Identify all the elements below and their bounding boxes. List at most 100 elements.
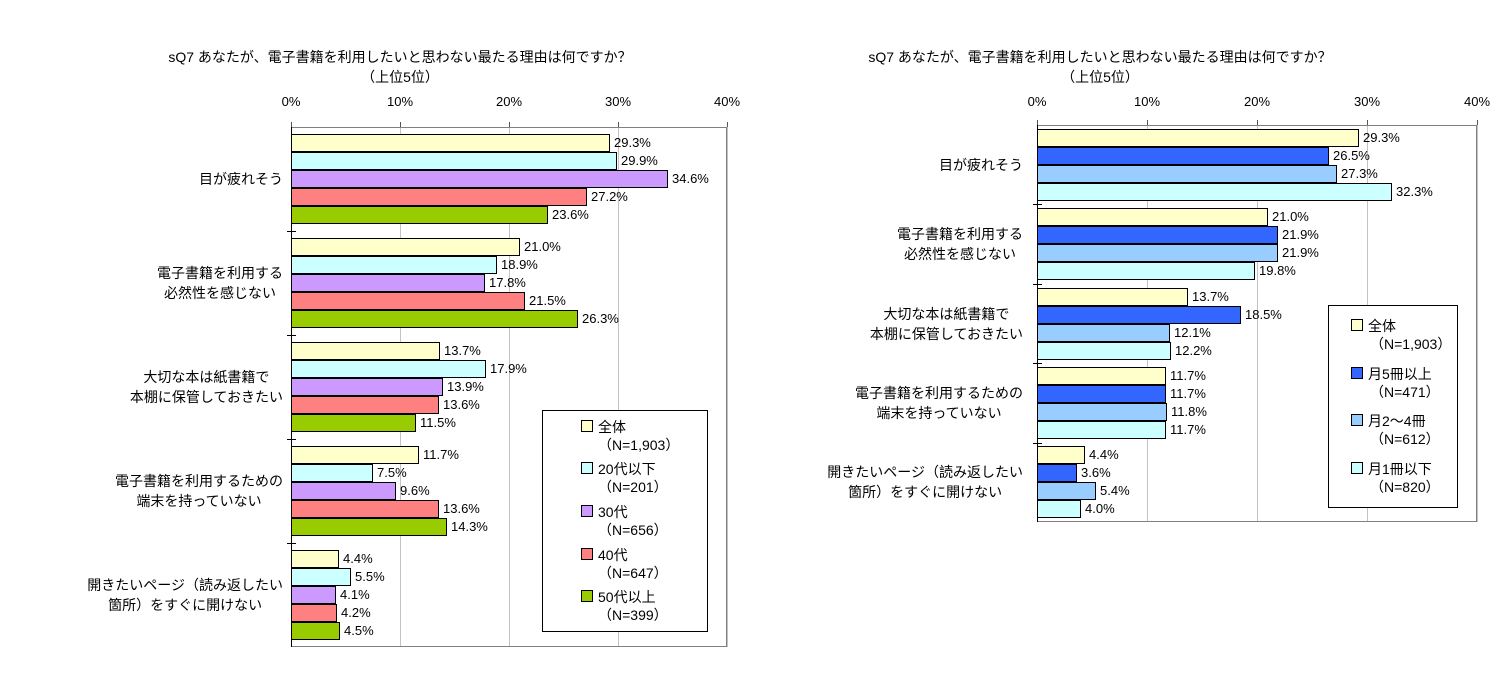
axis-tick-label: 0% (281, 94, 301, 109)
bar (291, 170, 668, 188)
legend: 全体 （N=1,903） 月5冊以上 （N=471） 月2～4冊 （N=612） 月1冊以下… (1328, 305, 1458, 508)
value-label: 4.5% (344, 623, 374, 638)
gridline (1257, 125, 1258, 522)
axis-tick-label: 10% (1133, 94, 1161, 109)
bar (1037, 421, 1166, 439)
legend-swatch (581, 462, 593, 475)
axis-tick-label: 20% (1243, 94, 1271, 109)
value-label: 26.3% (582, 311, 619, 326)
chart-by-age-group: sQ7 あなたが、電子書籍を利用したいと思わない最たる理由は何ですか？ （上位5… (87, 49, 740, 647)
legend-item: 月5冊以上 （N=471） (1351, 365, 1457, 401)
category-label-line: 開きたいページ（読み返したい (87, 577, 283, 593)
category-label-line: 大切な本は紙書籍で (143, 369, 270, 385)
category-label: 開きたいページ（読み返したい 箇所）をすぐに開けない (87, 575, 283, 615)
value-label: 17.8% (489, 275, 526, 290)
chart-title-line1: sQ7 あなたが、電子書籍を利用したいと思わない最たる理由は何ですか？ (168, 49, 632, 65)
value-label: 26.5% (1333, 148, 1370, 163)
category-label-line: 電子書籍を利用する (157, 265, 283, 281)
axis-tick-mark (1477, 120, 1478, 125)
value-label: 11.7% (1170, 368, 1206, 383)
bar (291, 292, 525, 310)
axis-tick-label: 30% (604, 94, 632, 109)
bar (1037, 288, 1188, 306)
legend-item: 40代 （N=647） (581, 546, 707, 582)
legend-item-row: 月1冊以下 (1351, 460, 1457, 478)
value-label: 29.9% (621, 153, 658, 168)
legend-item-row: 30代 (581, 503, 707, 521)
bar (1037, 324, 1170, 342)
category-label-line: 端末を持っていない (876, 405, 1002, 421)
legend-series-n: （N=201） (598, 479, 668, 496)
axis-tick-label: 30% (1353, 94, 1381, 109)
legend-item: 30代 （N=656） (581, 503, 707, 539)
chart-title: sQ7 あなたが、電子書籍を利用したいと思わない最たる理由は何ですか？ （上位5… (750, 47, 1450, 87)
value-label: 14.3% (451, 519, 488, 534)
value-label: 11.5% (420, 415, 456, 430)
value-label: 4.0% (1085, 501, 1115, 516)
axis-tick-label: 0% (1027, 94, 1047, 109)
value-label: 4.4% (343, 551, 373, 566)
bar (291, 152, 617, 170)
bar (291, 586, 336, 604)
bar (291, 310, 578, 328)
bar (1037, 208, 1268, 226)
legend-series-n: （N=399） (598, 607, 668, 624)
chart-title-line2: （上位5位） (1061, 69, 1139, 85)
legend-item: 20代以下 （N=201） (581, 460, 707, 496)
legend-swatch (1351, 366, 1363, 379)
bar (1037, 129, 1359, 147)
value-label: 18.9% (501, 257, 538, 272)
bar (1037, 244, 1278, 262)
legend-item: 全体 （N=1,903） (1351, 317, 1457, 353)
legend-item: 全体 （N=1,903） (581, 418, 707, 454)
legend-series-n: （N=612） (1370, 431, 1440, 448)
axis-tick-label: 10% (386, 94, 414, 109)
value-label: 19.8% (1259, 263, 1296, 278)
legend-series-n: （N=820） (1370, 478, 1440, 495)
axis-tick-label: 40% (1463, 94, 1491, 109)
bar (291, 500, 439, 518)
value-label: 13.6% (443, 501, 480, 516)
legend-series-label: 50代以上 (598, 589, 656, 606)
bar (291, 446, 419, 464)
legend-series-label: 30代 (598, 503, 628, 520)
axis-tick-mark (509, 122, 510, 127)
category-tick-mark (287, 543, 296, 544)
category-tick-mark (1033, 204, 1042, 205)
bar (291, 568, 351, 586)
bar (1037, 165, 1337, 183)
value-label: 11.7% (423, 447, 459, 462)
legend-series-label: 全体 (1368, 318, 1396, 335)
value-label: 27.3% (1341, 166, 1378, 181)
bar (1037, 464, 1077, 482)
legend-item-row: 20代以下 (581, 460, 707, 478)
value-label: 12.2% (1175, 343, 1212, 358)
gridline (618, 127, 619, 647)
value-label: 29.3% (1363, 130, 1400, 145)
bar (291, 414, 416, 432)
legend-series-label: 月1冊以下 (1368, 460, 1432, 477)
category-label: 大切な本は紙書籍で 本棚に保管しておきたい (130, 367, 283, 407)
bar (291, 550, 339, 568)
gridline (1477, 125, 1478, 522)
bar (1037, 403, 1167, 421)
value-label: 29.3% (614, 135, 651, 150)
category-label: 目が疲れそう (939, 155, 1023, 175)
legend-series-label: 全体 (598, 418, 626, 435)
axis-tick-mark (1257, 120, 1258, 125)
legend-item-row: 月2～4冊 (1351, 412, 1457, 430)
value-label: 21.5% (529, 293, 566, 308)
legend-series-n: （N=656） (598, 521, 668, 538)
axis-tick-mark (291, 122, 292, 127)
category-label-line: 電子書籍を利用する (897, 226, 1023, 242)
bar (291, 378, 443, 396)
value-label: 32.3% (1396, 184, 1433, 199)
value-label: 21.9% (1282, 227, 1319, 242)
legend-series-n: （N=647） (598, 564, 668, 581)
chart-title-line1: sQ7 あなたが、電子書籍を利用したいと思わない最たる理由は何ですか？ (868, 49, 1332, 65)
value-label: 34.6% (672, 171, 709, 186)
legend-swatch (581, 547, 593, 560)
bar (1037, 482, 1096, 500)
value-label: 5.4% (1100, 483, 1130, 498)
value-label: 12.1% (1174, 325, 1211, 340)
